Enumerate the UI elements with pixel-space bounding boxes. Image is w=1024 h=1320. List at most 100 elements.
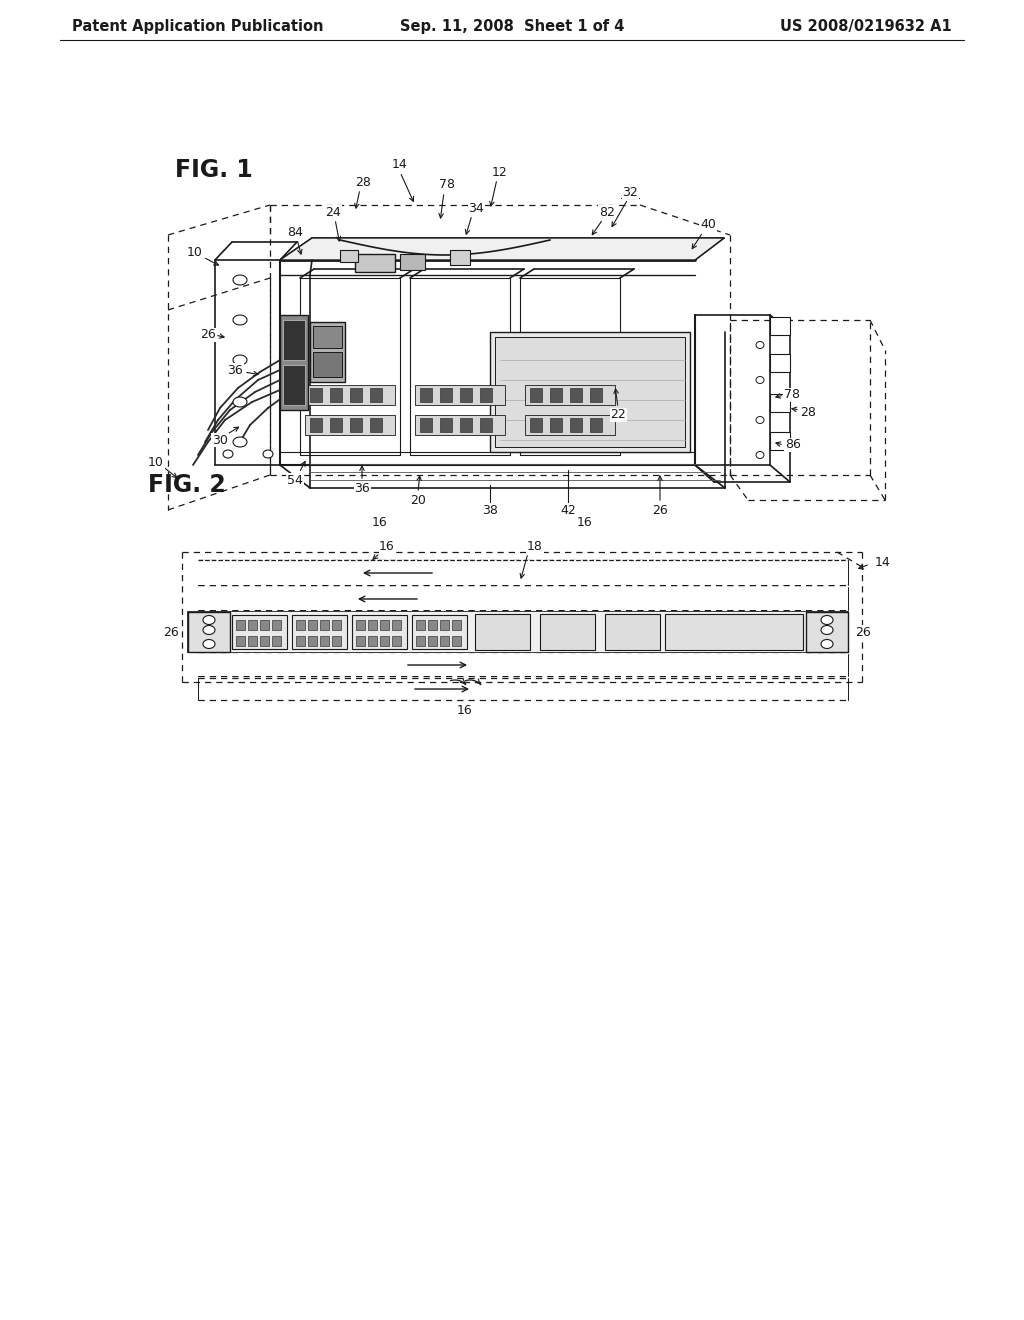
Text: 14: 14 xyxy=(392,158,408,172)
Bar xyxy=(310,418,322,432)
Bar xyxy=(330,418,342,432)
Text: FIG. 1: FIG. 1 xyxy=(175,158,253,182)
Bar xyxy=(260,620,269,630)
Ellipse shape xyxy=(233,397,247,407)
Text: 12: 12 xyxy=(493,165,508,178)
Ellipse shape xyxy=(756,342,764,348)
Text: 20: 20 xyxy=(410,494,426,507)
Text: FIG. 2: FIG. 2 xyxy=(148,473,225,498)
Bar xyxy=(480,388,492,403)
Polygon shape xyxy=(280,238,724,260)
Bar xyxy=(380,620,389,630)
Bar xyxy=(495,337,685,447)
Text: 10: 10 xyxy=(187,246,203,259)
Bar xyxy=(416,636,425,645)
Text: 30: 30 xyxy=(212,433,228,446)
Ellipse shape xyxy=(203,626,215,635)
Bar xyxy=(525,414,615,436)
Bar xyxy=(550,388,562,403)
Bar xyxy=(198,653,848,676)
Bar xyxy=(480,418,492,432)
Bar xyxy=(188,612,848,652)
Bar xyxy=(392,620,401,630)
Bar xyxy=(590,418,602,432)
Bar xyxy=(332,620,341,630)
Bar xyxy=(319,620,329,630)
Bar xyxy=(313,352,342,378)
Ellipse shape xyxy=(233,437,247,447)
Bar xyxy=(450,249,470,265)
Bar xyxy=(770,393,790,412)
Bar xyxy=(368,620,377,630)
Text: 38: 38 xyxy=(482,503,498,516)
Bar xyxy=(440,636,449,645)
Bar xyxy=(590,388,602,403)
Text: 28: 28 xyxy=(355,176,371,189)
Bar xyxy=(380,636,389,645)
Bar xyxy=(440,388,452,403)
Bar xyxy=(283,319,305,360)
Bar xyxy=(332,636,341,645)
Bar xyxy=(308,636,317,645)
Bar xyxy=(420,418,432,432)
Bar xyxy=(352,615,407,649)
Bar xyxy=(420,388,432,403)
Bar xyxy=(440,418,452,432)
Bar xyxy=(236,636,245,645)
Ellipse shape xyxy=(233,355,247,366)
Bar xyxy=(236,620,245,630)
Bar xyxy=(550,418,562,432)
Bar xyxy=(440,620,449,630)
Bar xyxy=(292,615,347,649)
Ellipse shape xyxy=(223,450,233,458)
Bar xyxy=(428,620,437,630)
Bar xyxy=(460,418,472,432)
Bar xyxy=(392,636,401,645)
Bar xyxy=(412,615,467,649)
Bar xyxy=(272,636,281,645)
Ellipse shape xyxy=(756,417,764,424)
Bar xyxy=(188,612,230,652)
Bar xyxy=(806,612,848,652)
Bar xyxy=(232,615,287,649)
Text: Patent Application Publication: Patent Application Publication xyxy=(72,20,324,34)
Bar xyxy=(530,418,542,432)
Bar xyxy=(313,326,342,348)
Text: 36: 36 xyxy=(354,482,370,495)
Bar xyxy=(770,354,790,372)
Text: 18: 18 xyxy=(527,540,543,553)
Bar xyxy=(305,385,395,405)
Text: 32: 32 xyxy=(623,186,638,198)
Bar xyxy=(260,636,269,645)
Text: 78: 78 xyxy=(784,388,800,401)
Bar xyxy=(400,253,425,271)
Bar xyxy=(460,388,472,403)
Text: Sep. 11, 2008  Sheet 1 of 4: Sep. 11, 2008 Sheet 1 of 4 xyxy=(399,20,625,34)
Bar xyxy=(770,432,790,450)
Ellipse shape xyxy=(821,615,833,624)
Text: 16: 16 xyxy=(379,540,395,553)
Bar xyxy=(248,636,257,645)
Bar xyxy=(370,388,382,403)
Bar xyxy=(452,636,461,645)
Bar xyxy=(415,414,505,436)
Text: 16: 16 xyxy=(372,516,388,528)
Bar xyxy=(770,317,790,335)
Bar xyxy=(570,418,582,432)
Text: 36: 36 xyxy=(227,363,243,376)
Bar xyxy=(570,388,582,403)
Bar xyxy=(416,620,425,630)
Text: 26: 26 xyxy=(652,503,668,516)
Bar xyxy=(310,388,322,403)
Bar xyxy=(428,636,437,645)
Text: 10: 10 xyxy=(148,455,164,469)
Bar xyxy=(198,560,848,585)
Bar xyxy=(272,620,281,630)
Bar xyxy=(530,388,542,403)
Text: 24: 24 xyxy=(326,206,341,219)
Bar xyxy=(296,620,305,630)
Bar xyxy=(308,620,317,630)
Text: US 2008/0219632 A1: US 2008/0219632 A1 xyxy=(780,20,952,34)
Bar xyxy=(296,636,305,645)
Text: 28: 28 xyxy=(800,405,816,418)
